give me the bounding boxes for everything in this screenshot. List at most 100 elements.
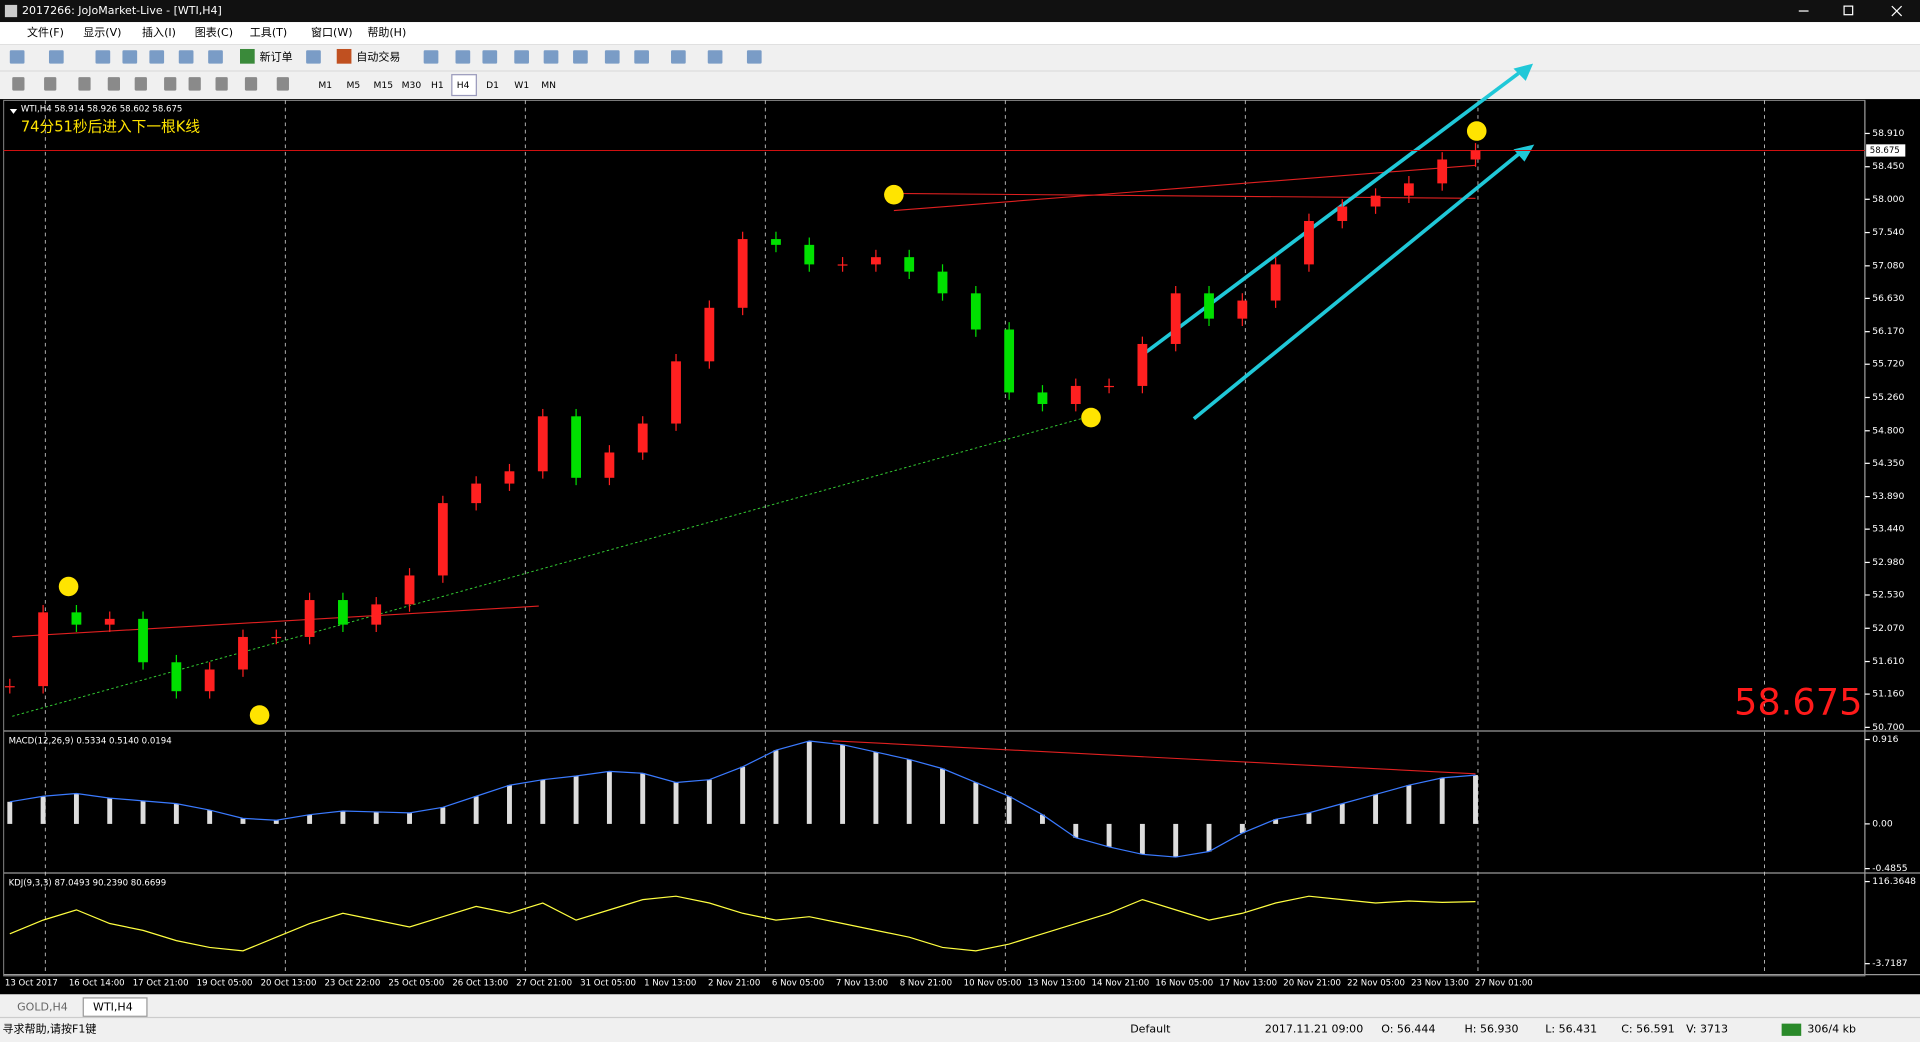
candle [804, 244, 815, 265]
tool-icon[interactable] [122, 50, 138, 64]
x-tick-label: 1 Nov 13:00 [644, 979, 696, 989]
menu-item[interactable]: 文件(F) [27, 25, 64, 39]
y-tick-label: 56.170 [1872, 326, 1904, 337]
tool-icon[interactable] [134, 77, 147, 91]
macd-bar [107, 798, 113, 824]
app-icon [4, 4, 18, 18]
window-controls[interactable] [1798, 5, 1903, 17]
tool-icon[interactable] [244, 77, 258, 91]
restore[interactable] [1843, 5, 1854, 16]
tool-icon[interactable] [746, 50, 762, 64]
timeframe-button[interactable]: H4 [457, 80, 470, 91]
tool-icon[interactable] [12, 77, 25, 91]
tool-icon[interactable] [95, 50, 111, 64]
candle [1170, 293, 1181, 344]
x-tick-label: 27 Nov 01:00 [1475, 979, 1533, 989]
timeframe-button[interactable]: M1 [318, 80, 332, 91]
timeframe-button[interactable]: M15 [373, 80, 393, 91]
candle [671, 361, 681, 424]
tool-icon[interactable] [514, 50, 529, 64]
macd-bar [207, 810, 213, 824]
y-tick-label: 51.160 [1872, 689, 1904, 700]
toolbar-icons [9, 50, 762, 91]
auto-trade-icon[interactable] [336, 48, 352, 64]
tool-icon[interactable] [164, 77, 177, 91]
x-tick-label: 16 Oct 14:00 [69, 979, 125, 989]
x-tick-label: 13 Oct 2017 [5, 979, 58, 989]
tool-icon[interactable] [707, 50, 723, 64]
tool-icon[interactable] [208, 50, 223, 64]
kdj-line [9, 895, 1476, 952]
menu-item[interactable]: 帮助(H) [367, 25, 406, 39]
auto-trade-button[interactable]: 自动交易 [356, 50, 400, 64]
tool-icon[interactable] [573, 50, 588, 64]
tool-icon[interactable] [634, 50, 649, 64]
macd-bar [640, 773, 646, 824]
menu-item[interactable]: 显示(V) [83, 26, 121, 39]
tool-icon[interactable] [149, 50, 165, 64]
candle [604, 452, 615, 478]
tool-icon[interactable] [423, 50, 439, 64]
tab[interactable]: GOLD,H4 [17, 1001, 68, 1014]
status-volume: V: 3713 [1686, 1023, 1728, 1036]
y-tick-label: 52.530 [1872, 589, 1904, 600]
trend-line [12, 605, 539, 638]
timeframe-button[interactable]: D1 [486, 80, 499, 91]
macd-bar [307, 814, 313, 824]
macd-bar [573, 775, 579, 824]
tool-icon[interactable] [44, 77, 57, 91]
close[interactable] [1891, 5, 1903, 17]
timeframe-button[interactable]: M30 [402, 80, 422, 91]
candle [1470, 150, 1481, 160]
macd-bar [773, 750, 779, 824]
menu-item[interactable]: 插入(I) [142, 25, 176, 39]
macd-bar [340, 811, 346, 824]
candle [104, 618, 115, 625]
tool-icon[interactable] [276, 77, 289, 91]
status-low: L: 56.431 [1545, 1023, 1597, 1036]
tool-icon[interactable] [107, 77, 120, 91]
tool-icon[interactable] [48, 50, 64, 64]
tool-icon[interactable] [9, 50, 25, 64]
new-order-icon[interactable] [240, 48, 255, 64]
tool-icon[interactable] [543, 50, 559, 64]
macd-bar [407, 812, 412, 824]
candle [338, 600, 348, 625]
tool-icon[interactable] [78, 77, 91, 91]
x-tick-label: 6 Nov 05:00 [772, 979, 824, 989]
macd-bar [173, 803, 179, 824]
new-order-button[interactable]: 新订单 [260, 50, 293, 64]
x-tick-label: 26 Oct 13:00 [452, 979, 508, 989]
tool-icon[interactable] [671, 50, 686, 64]
menu-item[interactable]: 窗口(W) [311, 25, 353, 39]
active-timeframe[interactable] [451, 74, 477, 97]
tool-icon[interactable] [188, 77, 201, 91]
candle [1204, 293, 1214, 319]
timeframe-button[interactable]: M5 [347, 80, 361, 91]
active-tab[interactable] [82, 997, 148, 1017]
tool-icon[interactable] [455, 50, 471, 64]
macd-bar [840, 744, 846, 824]
tab[interactable]: WTI,H4 [93, 1001, 133, 1014]
candle [1037, 392, 1048, 405]
kdj-title: KDJ(9,3,3) 87.0493 90.2390 80.6699 [9, 878, 167, 888]
macd-bar [1206, 823, 1212, 852]
timeframe-button[interactable]: MN [541, 80, 556, 91]
tool-icon[interactable] [178, 50, 194, 64]
y-tick-label: 58.000 [1872, 194, 1904, 205]
tool-icon[interactable] [604, 50, 620, 64]
timeframe-button[interactable]: H1 [431, 80, 444, 91]
macd-bar [373, 811, 379, 824]
candle [38, 612, 49, 687]
candle [1004, 329, 1015, 393]
y-tick-label: 58.910 [1872, 128, 1904, 139]
macd-bar [1239, 823, 1245, 834]
tool-icon[interactable] [215, 77, 228, 91]
menu-item[interactable]: 工具(T) [250, 26, 287, 39]
signal-marker [58, 576, 79, 597]
menu-item[interactable]: 图表(C) [195, 25, 233, 39]
macd-bar [1006, 796, 1012, 824]
timeframe-button[interactable]: W1 [514, 80, 529, 91]
tool-icon[interactable] [482, 50, 498, 64]
tool-icon[interactable] [306, 50, 321, 64]
